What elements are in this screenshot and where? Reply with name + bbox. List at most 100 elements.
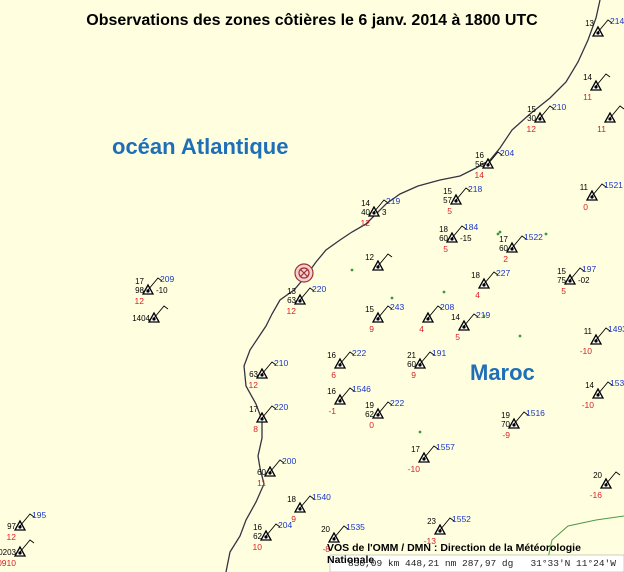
weather-dot (518, 334, 522, 338)
station-plot[interactable] (589, 327, 611, 345)
credit-text: VOS de l'OMM / DMN : Direction de la Mét… (327, 542, 581, 566)
station-tendency: -8 (322, 544, 330, 554)
station-plot[interactable] (141, 277, 163, 295)
station-dot (152, 317, 156, 321)
wind-barb (19, 539, 35, 553)
coastline (225, 0, 601, 572)
wind-barb (463, 313, 479, 327)
station-temperature: 13 (287, 287, 296, 296)
station-plot[interactable] (417, 445, 439, 463)
station-plot[interactable] (13, 513, 35, 531)
station-plot[interactable] (367, 199, 389, 217)
station-plot[interactable] (371, 253, 393, 271)
wind-barb (299, 287, 315, 301)
weather-dot (442, 290, 446, 294)
weather-dot (390, 296, 394, 300)
station-tendency: 5 (443, 244, 448, 254)
station-tendency: -1 (328, 406, 336, 416)
station-dot (376, 413, 380, 417)
station-pressure: 75 (557, 276, 566, 285)
station-plot[interactable] (589, 73, 611, 91)
station-dewpoint: -02 (578, 276, 590, 285)
station-temperature: 16 (253, 523, 262, 532)
station-dot (268, 471, 272, 475)
station-id: 219 (386, 196, 400, 206)
station-pressure: 56 (475, 160, 484, 169)
station-plot[interactable] (433, 517, 455, 535)
wind-barb (597, 381, 613, 395)
station-plot[interactable] (263, 459, 285, 477)
station-temperature: 23 (427, 517, 436, 526)
station-dewpoint: -10 (156, 286, 168, 295)
station-plot[interactable] (255, 405, 277, 423)
station-tendency: -10 (580, 346, 593, 356)
station-id: 1540 (312, 492, 331, 502)
station-plot[interactable] (371, 401, 393, 419)
station-plot[interactable] (333, 351, 355, 369)
station-plot[interactable] (481, 151, 503, 169)
station-dot (568, 279, 572, 283)
station-tendency: -16 (590, 490, 603, 500)
station-temperature: 18 (287, 495, 296, 504)
map-title: Observations des zones côtières le 6 jan… (86, 12, 538, 29)
station-plot[interactable] (533, 105, 555, 123)
station-plot[interactable] (327, 525, 349, 543)
station-temperature: 14 (583, 73, 592, 82)
station-plot[interactable] (563, 267, 585, 285)
station-temperature: 20 (593, 471, 602, 480)
station-plot[interactable] (591, 381, 613, 399)
wind-barb (377, 253, 393, 267)
station-dot (298, 507, 302, 511)
station-plot[interactable] (599, 471, 621, 489)
station-plot[interactable] (413, 351, 435, 369)
station-plot[interactable] (505, 235, 527, 253)
station-plot[interactable] (333, 387, 355, 405)
station-plot[interactable] (457, 313, 479, 331)
station-plot[interactable] (147, 305, 169, 323)
station-plot[interactable] (371, 305, 393, 323)
station-tendency: 8 (253, 424, 258, 434)
station-id: 227 (496, 268, 510, 278)
station-id: 220 (274, 402, 288, 412)
station-pressure: 98 (135, 286, 144, 295)
station-dewpoint: 3 (382, 208, 387, 217)
station-id: 197 (582, 264, 596, 274)
station-plot[interactable] (259, 523, 281, 541)
station-temperature: 15 (443, 187, 452, 196)
station-plot[interactable] (293, 287, 315, 305)
station-id: 222 (352, 348, 366, 358)
station-dot (512, 423, 516, 427)
station-tendency: 5 (561, 286, 566, 296)
ship-marker[interactable] (294, 263, 314, 283)
station-plot[interactable] (603, 105, 624, 123)
station-id: 210 (274, 358, 288, 368)
wind-barb (569, 267, 585, 281)
station-temperature: 19 (501, 411, 510, 420)
station-temperature: 17 (499, 235, 508, 244)
station-dot (510, 247, 514, 251)
station-temperature: 11 (584, 327, 593, 336)
station-plot[interactable] (591, 19, 613, 37)
station-tendency: -10 (408, 464, 421, 474)
wind-barb (269, 459, 285, 473)
station-plot[interactable] (13, 539, 35, 557)
station-plot[interactable] (449, 187, 471, 205)
station-dot (376, 265, 380, 269)
station-id: 1522 (524, 232, 543, 242)
wind-barb (339, 351, 355, 365)
station-plot[interactable] (445, 225, 467, 243)
station-plot[interactable] (585, 183, 607, 201)
wind-barb (299, 495, 315, 509)
station-plot[interactable] (255, 361, 277, 379)
station-temperature: 16 (327, 387, 336, 396)
station-dot (594, 339, 598, 343)
station-id: 218 (468, 184, 482, 194)
station-plot[interactable] (293, 495, 315, 513)
station-dot (372, 211, 376, 215)
station-plot[interactable] (421, 305, 443, 323)
wind-barb (455, 187, 471, 201)
station-plot[interactable] (477, 271, 499, 289)
station-layer: 13 21414111530122101116561420411015211440… (0, 16, 624, 568)
station-tendency: 12 (249, 380, 259, 390)
station-plot[interactable] (507, 411, 529, 429)
